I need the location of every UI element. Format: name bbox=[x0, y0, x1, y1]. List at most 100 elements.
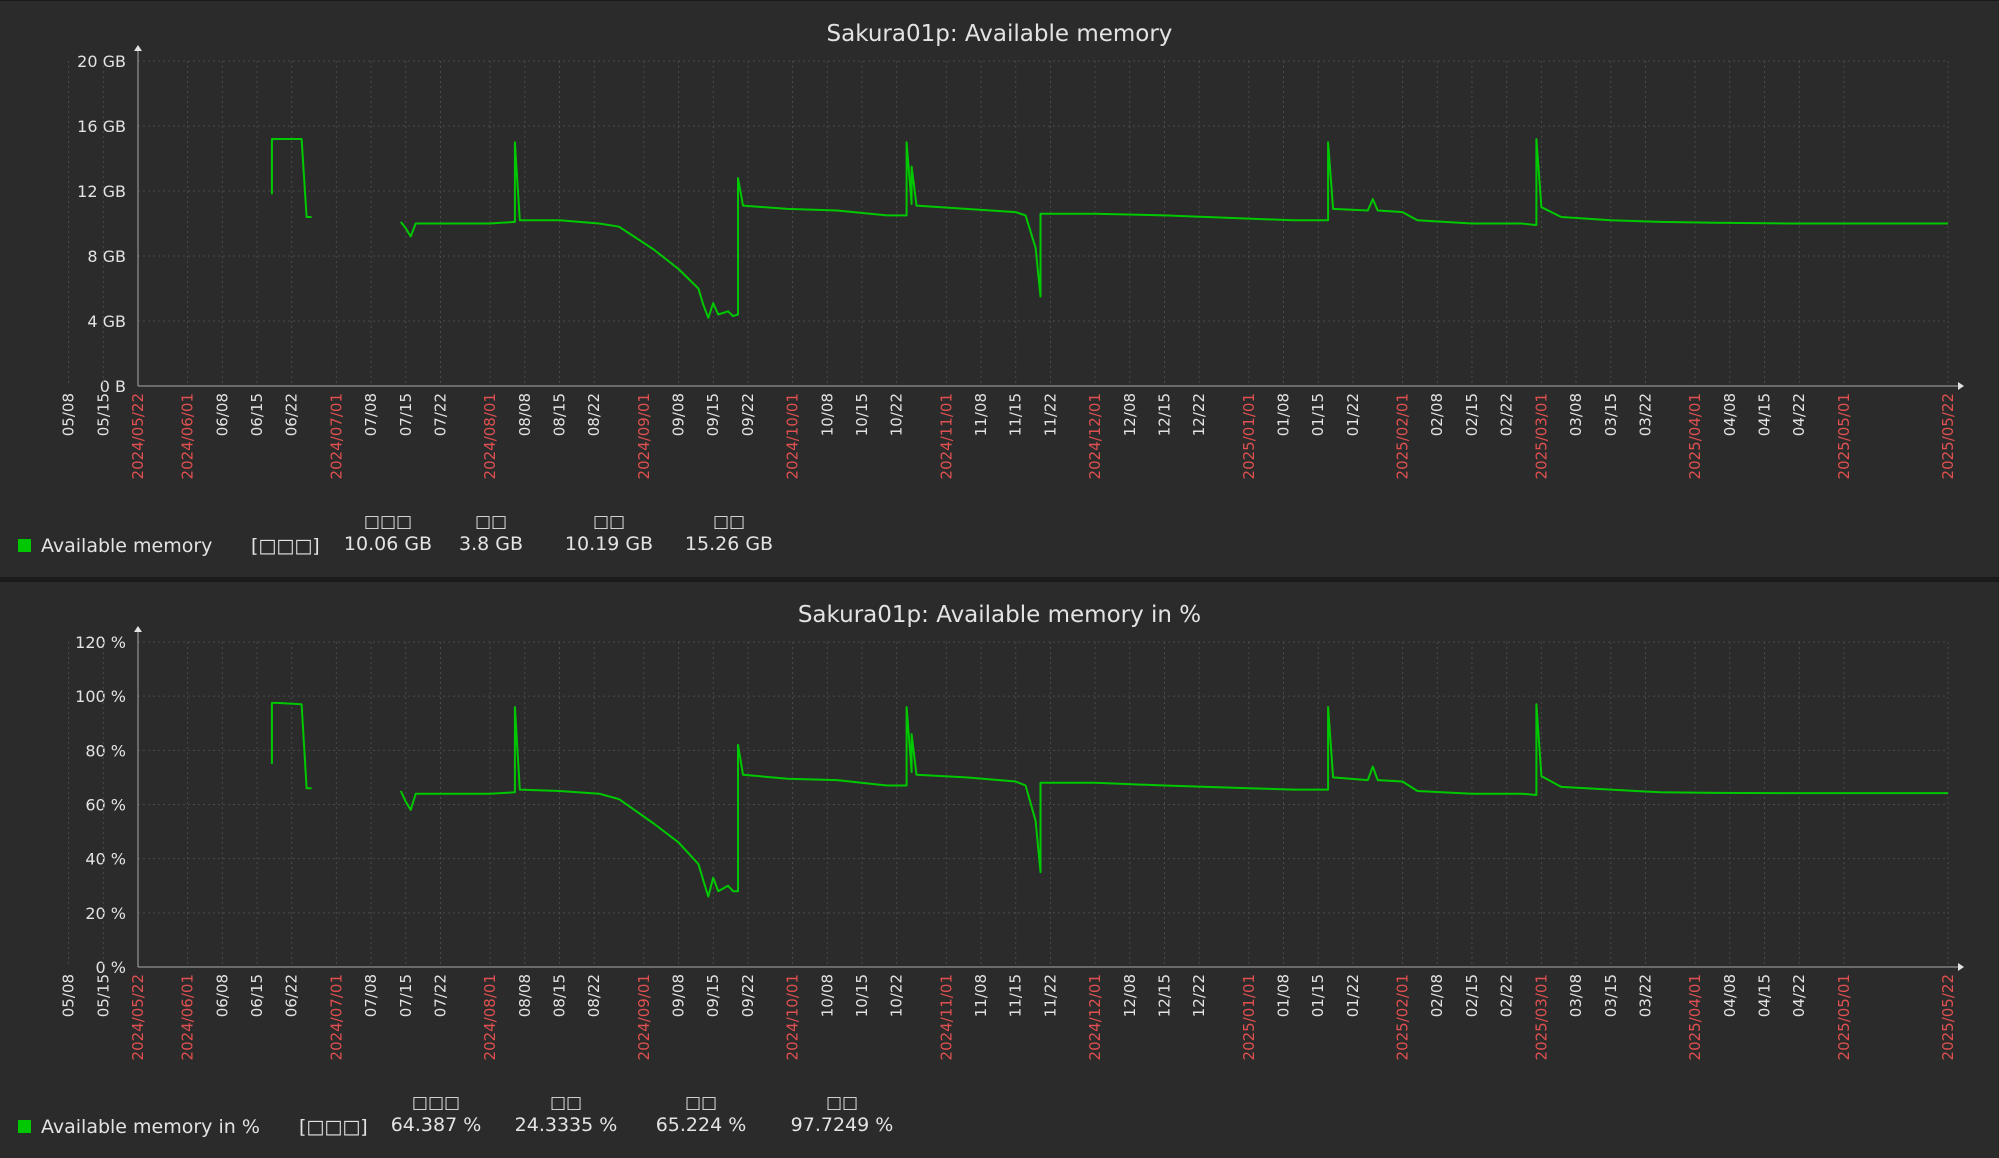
x-major-tick-label: 2025/04/01 bbox=[1686, 974, 1704, 1060]
legend-color-swatch bbox=[18, 1120, 31, 1133]
chart-panel-available-memory: Sakura01p: Available memory 20 GB 16 GB 12… bbox=[0, 0, 1999, 577]
y-tick-label: 4 GB bbox=[87, 312, 126, 331]
x-major-tick-label: 2025/01/01 bbox=[1240, 393, 1258, 479]
x-major-tick-label: 2025/02/01 bbox=[1394, 974, 1412, 1060]
x-minor-tick-label: 03/08 bbox=[1567, 393, 1585, 436]
stat-head: □□□ bbox=[363, 512, 413, 532]
stat-value: 10.19 GB bbox=[564, 533, 654, 555]
x-minor-tick-label: 02/08 bbox=[1428, 393, 1446, 436]
y-tick-label: 120 % bbox=[75, 633, 126, 652]
legend-function: [□□□] bbox=[251, 535, 320, 557]
x-major-tick-label: 2024/08/01 bbox=[481, 393, 499, 479]
x-minor-tick-label: 06/22 bbox=[283, 974, 301, 1017]
series-line bbox=[399, 703, 1948, 898]
stat-value: 15.26 GB bbox=[684, 533, 774, 555]
x-minor-tick-label: 03/08 bbox=[1567, 974, 1585, 1017]
stat-value: 10.06 GB bbox=[343, 533, 433, 555]
x-minor-tick-label: 01/08 bbox=[1275, 393, 1293, 436]
y-tick-label: 60 % bbox=[85, 796, 126, 815]
legend: Available memory in % [□□□] □□□ 64.387 %… bbox=[18, 1092, 1918, 1152]
x-minor-tick-label: 10/08 bbox=[818, 974, 836, 1017]
x-minor-tick-label: 04/08 bbox=[1721, 974, 1739, 1017]
y-tick-label: 80 % bbox=[85, 741, 126, 760]
x-major-tick-label: 2025/05/01 bbox=[1835, 393, 1853, 479]
x-major-tick-label: 2024/07/01 bbox=[327, 393, 345, 479]
x-major-tick-label: 2024/11/01 bbox=[937, 974, 955, 1060]
x-axis-arrow bbox=[1958, 963, 1964, 971]
y-tick-label: 40 % bbox=[85, 850, 126, 869]
x-minor-tick-label: 10/08 bbox=[818, 393, 836, 436]
x-major-tick-label: 2024/11/01 bbox=[937, 393, 955, 479]
x-minor-tick-label: 04/22 bbox=[1790, 974, 1808, 1017]
x-minor-tick-label: 09/15 bbox=[704, 974, 722, 1017]
stat-head: □□ bbox=[474, 512, 508, 532]
legend-function: [□□□] bbox=[299, 1116, 368, 1138]
stat-head: □□ bbox=[712, 512, 746, 532]
legend-stat-min: □□ 3.8 GB bbox=[451, 511, 531, 555]
x-minor-tick-label: 11/08 bbox=[972, 974, 990, 1017]
x-minor-tick-label: 01/15 bbox=[1309, 393, 1327, 436]
x-minor-tick-label: 11/08 bbox=[972, 393, 990, 436]
x-major-tick-label: 2024/06/01 bbox=[179, 974, 197, 1060]
x-major-tick-label: 2024/09/01 bbox=[635, 393, 653, 479]
chart-svg: 120 %100 %80 %60 %40 %20 %0 %06/08 06/15 0… bbox=[60, 626, 1964, 1060]
legend-stat-avg: □□ 10.19 GB bbox=[549, 511, 669, 555]
stat-value: 65.224 % bbox=[655, 1114, 747, 1136]
x-minor-tick-label: 08/22 bbox=[585, 393, 603, 436]
chart-panel-available-memory-percent: Sakura01p: Available memory in % 120 % 10… bbox=[0, 581, 1999, 1158]
stat-head: □□ bbox=[549, 1093, 583, 1113]
x-major-tick-label: 2024/08/01 bbox=[481, 974, 499, 1060]
x-minor-tick-label: 01/08 bbox=[1275, 974, 1293, 1017]
y-tick-label: 0 B bbox=[100, 377, 126, 396]
x-minor-tick-label: 04/08 bbox=[1721, 393, 1739, 436]
x-minor-tick-label: 07/22 bbox=[431, 974, 449, 1017]
y-tick-label: 12 GB bbox=[77, 182, 126, 201]
x-major-tick-label: 2024/05/22 bbox=[129, 393, 147, 479]
legend: Available memory [□□□] □□□ 10.06 GB □□ 3… bbox=[18, 511, 1918, 571]
stat-value: 24.3335 % bbox=[514, 1114, 618, 1136]
x-major-tick-label: 2025/03/01 bbox=[1532, 974, 1550, 1060]
x-minor-tick-label: 08/15 bbox=[551, 393, 569, 436]
y-tick-label: 20 GB bbox=[77, 52, 126, 71]
x-minor-tick-label: 11/22 bbox=[1041, 393, 1059, 436]
x-minor-tick-label: 06/08 bbox=[213, 393, 231, 436]
legend-stat-max: □□ 15.26 GB bbox=[669, 511, 789, 555]
x-minor-tick-label: 05/15 bbox=[94, 393, 112, 436]
x-major-tick-label: 2025/05/01 bbox=[1835, 974, 1853, 1060]
x-major-tick-label: 2025/05/22 bbox=[1939, 393, 1957, 479]
x-minor-tick-label: 09/08 bbox=[670, 974, 688, 1017]
y-axis-arrow bbox=[134, 45, 142, 51]
x-minor-tick-label: 12/08 bbox=[1121, 974, 1139, 1017]
x-minor-tick-label: 08/08 bbox=[516, 393, 534, 436]
x-minor-tick-label: 03/15 bbox=[1602, 393, 1620, 436]
x-minor-tick-label: 10/15 bbox=[853, 974, 871, 1017]
x-minor-tick-label: 04/15 bbox=[1756, 974, 1774, 1017]
y-axis-arrow bbox=[134, 626, 142, 632]
x-minor-tick-label: 07/15 bbox=[397, 393, 415, 436]
x-minor-tick-label: 06/22 bbox=[283, 393, 301, 436]
legend-stat-last: □□□ 64.387 % bbox=[381, 1092, 491, 1136]
x-minor-tick-label: 05/15 bbox=[94, 974, 112, 1017]
chart-svg: 20 GB 16 GB 12 GB 8 GB 4 GB 0 B 06/08 06/15 06/2… bbox=[60, 45, 1964, 479]
x-major-tick-label: 2024/05/22 bbox=[129, 974, 147, 1060]
x-major-tick-label: 2025/04/01 bbox=[1686, 393, 1704, 479]
x-major-tick-label: 2024/09/01 bbox=[635, 974, 653, 1060]
stat-value: 64.387 % bbox=[390, 1114, 482, 1136]
x-minor-tick-label: 04/15 bbox=[1756, 393, 1774, 436]
x-minor-tick-label: 08/08 bbox=[516, 974, 534, 1017]
x-minor-tick-label: 02/08 bbox=[1428, 974, 1446, 1017]
legend-series-name: Available memory bbox=[41, 535, 213, 557]
x-minor-tick-label: 03/22 bbox=[1637, 974, 1655, 1017]
x-minor-tick-label: 04/22 bbox=[1790, 393, 1808, 436]
stat-value: 3.8 GB bbox=[458, 533, 523, 555]
x-minor-tick-label: 09/15 bbox=[704, 393, 722, 436]
x-minor-tick-label: 07/08 bbox=[362, 393, 380, 436]
x-minor-tick-label: 08/22 bbox=[585, 974, 603, 1017]
legend-series-name: Available memory in % bbox=[41, 1116, 260, 1138]
x-minor-tick-label: 06/08 bbox=[213, 974, 231, 1017]
x-minor-tick-label: 09/08 bbox=[670, 393, 688, 436]
x-minor-tick-label: 01/22 bbox=[1344, 393, 1362, 436]
y-tick-label: 8 GB bbox=[87, 247, 126, 266]
stat-head: □□ bbox=[684, 1093, 718, 1113]
x-major-tick-label: 2024/10/01 bbox=[784, 393, 802, 479]
